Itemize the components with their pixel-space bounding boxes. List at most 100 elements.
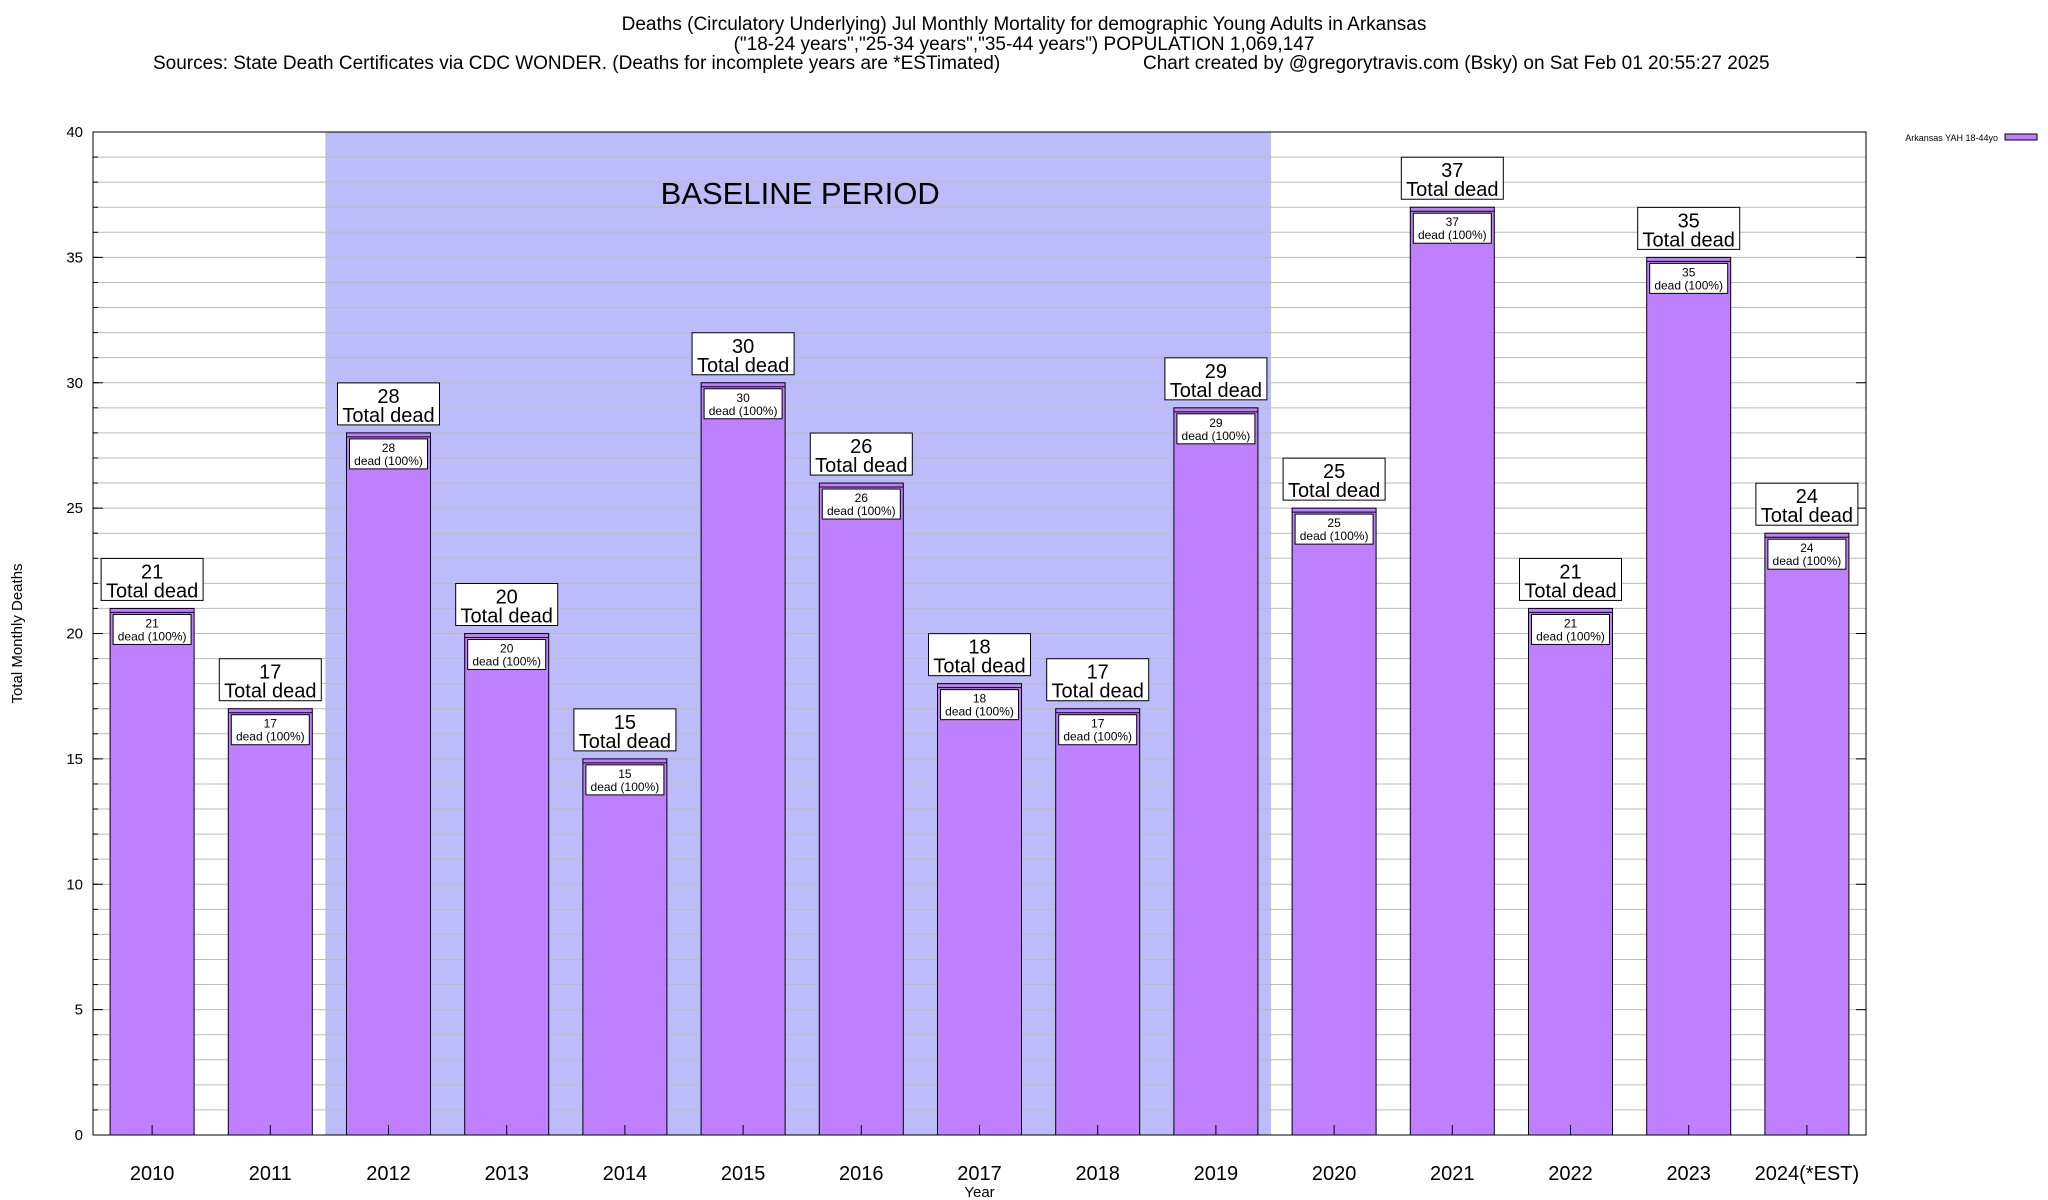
bar-inner-suffix: dead (100%) (472, 655, 541, 669)
bar-top-label-box (1164, 357, 1268, 401)
y-tick-label: 40 (66, 124, 83, 141)
bar (1055, 708, 1141, 1136)
bar-top-suffix: Total dead (1643, 229, 1735, 251)
x-axis-label: Year (964, 1184, 994, 1200)
bar-top-suffix: Total dead (1406, 179, 1498, 201)
bar-top-value: 15 (614, 712, 636, 734)
bar-inner-suffix: dead (100%) (236, 730, 305, 744)
bar-top-suffix: Total dead (1524, 580, 1616, 602)
bar-top-label-box (337, 382, 440, 426)
bar-inner-value: 30 (736, 391, 750, 405)
y-tick-label: 5 (75, 1002, 83, 1019)
bar-inner-value: 20 (500, 642, 514, 656)
bar-inner-label-box (940, 689, 1019, 721)
y-tick-label: 30 (66, 375, 83, 392)
bar-inner-label-box (1294, 513, 1374, 545)
x-tick-label: 2023 (1666, 1163, 1711, 1185)
bar-inner-suffix: dead (100%) (827, 504, 896, 518)
bar-top-suffix: Total dead (815, 455, 907, 477)
bar-inner-value: 35 (1682, 265, 1696, 279)
bar-inner-label-box (1531, 613, 1610, 645)
x-tick-label: 2013 (484, 1163, 529, 1185)
bar-inner-value: 21 (1564, 616, 1578, 630)
bar (346, 432, 431, 1136)
bar-top-label-box (1046, 658, 1150, 702)
bar-top-label-box (1755, 482, 1859, 526)
bar-inner-label-box (349, 438, 428, 470)
bar-top-label-box (455, 583, 559, 626)
bar-inner-label-box (1058, 714, 1138, 746)
y-tick-label: 20 (66, 626, 83, 643)
bar-top-value: 29 (1205, 361, 1227, 383)
bar-inner-value: 17 (264, 717, 278, 731)
bar-inner-suffix: dead (100%) (1182, 429, 1251, 443)
x-tick-label: 2020 (1312, 1163, 1357, 1185)
bar (1646, 256, 1732, 1136)
y-axis-label: Total Monthly Deaths (9, 563, 26, 703)
bar-inner-value: 24 (1800, 541, 1814, 555)
legend-swatch (2004, 133, 2038, 141)
x-tick-label: 2017 (957, 1163, 1002, 1185)
bar-inner-label-box (1176, 413, 1256, 445)
y-tick-label: 0 (75, 1127, 83, 1144)
bar (464, 633, 550, 1136)
bar-top-value: 21 (1559, 561, 1581, 583)
bar (582, 758, 668, 1136)
bar (1528, 607, 1613, 1136)
bar-top-value: 37 (1441, 160, 1463, 182)
x-tick-label: 2012 (366, 1163, 411, 1185)
bar-inner-label-box (585, 764, 665, 796)
bar-top-value: 24 (1796, 486, 1818, 508)
bar-inner-label-box (821, 488, 901, 520)
legend-label: Arkansas YAH 18-44yo (1905, 133, 1998, 143)
bar-top-value: 35 (1678, 210, 1700, 232)
bar-top-suffix: Total dead (933, 656, 1025, 678)
bar-top-label-box (1637, 206, 1741, 250)
bar-inner-label-box (1412, 212, 1492, 244)
y-tick-label: 25 (66, 500, 83, 517)
bar-inner-suffix: dead (100%) (1418, 228, 1487, 242)
bar-top-label-box (928, 633, 1031, 677)
x-tick-label: 2021 (1430, 1163, 1475, 1185)
baseline-label: BASELINE PERIOD (661, 176, 940, 211)
bar-top-suffix: Total dead (579, 731, 671, 753)
bar-top-label-box (100, 557, 204, 601)
bar-inner-value: 17 (1091, 717, 1105, 731)
x-tick-label: 2019 (1194, 1163, 1239, 1185)
bar-top-label-box (573, 708, 677, 752)
bar-top-suffix: Total dead (1761, 505, 1853, 527)
bar-inner-suffix: dead (100%) (591, 780, 660, 794)
bar (109, 607, 195, 1136)
bar-top-label-box (1519, 557, 1622, 601)
bar-top-value: 28 (377, 386, 399, 408)
x-tick-label: 2015 (721, 1163, 766, 1185)
chart-title: Deaths (Circulatory Underlying) Jul Mont… (621, 14, 1427, 35)
bar-inner-value: 37 (1446, 215, 1460, 229)
bar (700, 382, 786, 1136)
bar-inner-value: 18 (973, 692, 987, 706)
x-tick-label: 2022 (1548, 1163, 1593, 1185)
bar-top-value: 17 (259, 662, 281, 684)
bar-inner-value: 15 (618, 767, 632, 781)
bar-inner-value: 21 (145, 616, 159, 630)
x-tick-label: 2010 (130, 1163, 175, 1185)
bar-top-suffix: Total dead (106, 580, 198, 602)
bar-top-suffix: Total dead (461, 606, 553, 628)
bar (1173, 407, 1259, 1136)
bar-inner-label-box (230, 714, 310, 746)
bar (1409, 206, 1495, 1136)
chart-sources: Sources: State Death Certificates via CD… (153, 53, 1001, 74)
bar-top-value: 18 (968, 637, 990, 659)
x-tick-label: 2016 (839, 1163, 884, 1185)
bar-inner-value: 29 (1209, 416, 1223, 430)
bar-inner-label-box (1649, 262, 1729, 294)
bar-top-suffix: Total dead (342, 405, 434, 427)
bar-top-suffix: Total dead (1052, 681, 1144, 703)
bar-inner-suffix: dead (100%) (1773, 554, 1842, 568)
bar (227, 708, 313, 1136)
bar-inner-suffix: dead (100%) (1654, 278, 1723, 292)
bar-inner-label-box (703, 388, 783, 420)
bar-top-value: 25 (1323, 461, 1345, 483)
x-tick-label: 2014 (603, 1163, 648, 1185)
